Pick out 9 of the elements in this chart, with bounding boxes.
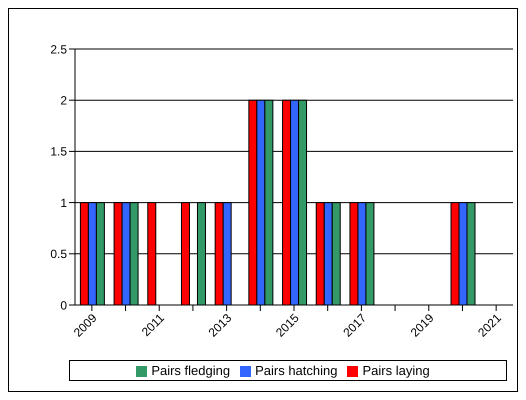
y-tick-label: 2.5	[50, 42, 68, 56]
y-tick-label: 0	[60, 298, 68, 312]
legend-label: Pairs fledging	[151, 363, 230, 378]
y-tick-label: 1	[60, 196, 68, 210]
y-tick-label: 0.5	[50, 247, 68, 262]
y-tick-label: 2	[60, 93, 68, 108]
legend-label: Pairs hatching	[255, 363, 338, 378]
legend-label: Pairs laying	[362, 363, 430, 378]
y-tick-label: 1.5	[50, 144, 68, 159]
